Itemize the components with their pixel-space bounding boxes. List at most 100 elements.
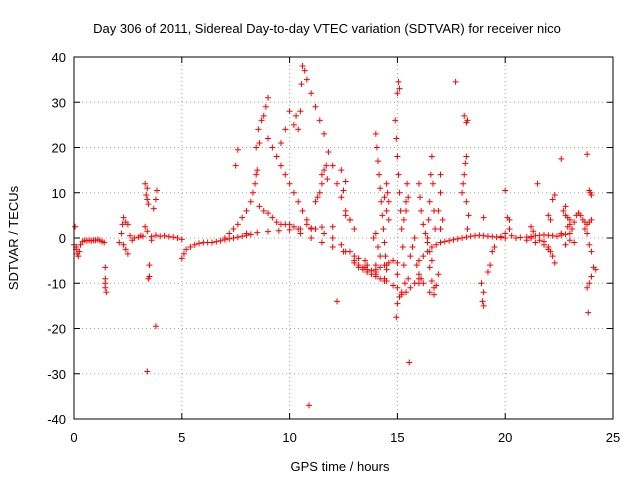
data-point bbox=[400, 262, 407, 269]
data-point bbox=[545, 212, 552, 219]
data-point bbox=[364, 268, 371, 275]
data-point bbox=[372, 130, 379, 137]
data-point bbox=[269, 144, 276, 151]
data-point bbox=[592, 266, 599, 273]
data-point bbox=[145, 201, 152, 208]
data-point bbox=[323, 162, 330, 169]
data-point bbox=[418, 275, 425, 282]
data-point bbox=[431, 291, 438, 298]
data-point bbox=[161, 232, 168, 239]
data-point bbox=[418, 207, 425, 214]
data-point bbox=[446, 237, 453, 244]
data-point bbox=[395, 78, 402, 85]
data-point bbox=[340, 187, 347, 194]
data-point bbox=[532, 239, 539, 246]
data-point bbox=[454, 235, 461, 242]
data-point bbox=[372, 230, 379, 237]
data-point bbox=[562, 203, 569, 210]
data-point bbox=[217, 237, 224, 244]
data-point bbox=[399, 244, 406, 251]
data-point bbox=[312, 198, 319, 205]
data-point bbox=[122, 246, 129, 253]
data-point bbox=[152, 232, 159, 239]
data-point bbox=[415, 271, 422, 278]
data-point bbox=[383, 262, 390, 269]
y-tick-label: 10 bbox=[52, 186, 66, 201]
data-point bbox=[437, 239, 444, 246]
data-point bbox=[541, 241, 548, 248]
data-point bbox=[383, 180, 390, 187]
data-point bbox=[102, 284, 109, 291]
data-point bbox=[178, 236, 185, 243]
data-point bbox=[351, 225, 358, 232]
data-point bbox=[420, 253, 427, 260]
data-point bbox=[131, 235, 138, 241]
data-point bbox=[586, 280, 593, 287]
data-point bbox=[403, 198, 410, 205]
data-point bbox=[262, 103, 269, 110]
data-point bbox=[370, 235, 377, 241]
data-point bbox=[338, 194, 345, 201]
data-point bbox=[306, 402, 313, 409]
data-point bbox=[395, 171, 402, 178]
x-tick-label: 25 bbox=[606, 430, 620, 445]
data-point bbox=[383, 277, 390, 284]
data-point bbox=[265, 135, 272, 142]
data-point bbox=[378, 198, 385, 205]
data-point bbox=[174, 235, 181, 241]
data-point bbox=[230, 225, 237, 232]
data-point bbox=[316, 189, 323, 196]
data-point bbox=[145, 275, 152, 282]
data-point bbox=[338, 241, 345, 248]
data-point bbox=[585, 309, 592, 316]
data-point bbox=[428, 153, 435, 160]
data-point bbox=[427, 171, 434, 178]
y-tick-label: 40 bbox=[52, 50, 66, 65]
data-point bbox=[103, 289, 110, 296]
data-point bbox=[406, 359, 413, 366]
data-point bbox=[394, 284, 401, 291]
data-point bbox=[295, 126, 302, 133]
data-point bbox=[429, 180, 436, 187]
data-point bbox=[148, 233, 155, 240]
data-point bbox=[411, 280, 418, 287]
data-point bbox=[178, 255, 185, 262]
data-point bbox=[377, 253, 384, 260]
data-point bbox=[338, 167, 345, 174]
data-point bbox=[547, 248, 554, 255]
data-point bbox=[124, 221, 131, 228]
data-point bbox=[265, 228, 272, 235]
data-point bbox=[144, 185, 151, 192]
data-points bbox=[71, 63, 599, 409]
data-point bbox=[566, 237, 573, 244]
data-point bbox=[102, 264, 109, 271]
data-point bbox=[265, 94, 272, 101]
data-point bbox=[588, 248, 595, 255]
data-point bbox=[329, 244, 336, 251]
data-point bbox=[428, 257, 435, 264]
data-point bbox=[549, 253, 556, 260]
data-point bbox=[373, 144, 380, 151]
data-point bbox=[480, 289, 487, 296]
y-tick-label: 0 bbox=[59, 231, 66, 246]
data-point bbox=[152, 323, 159, 330]
data-point bbox=[146, 262, 153, 269]
data-point bbox=[463, 153, 470, 160]
data-point bbox=[325, 149, 332, 156]
data-point bbox=[318, 171, 325, 178]
data-point bbox=[269, 214, 276, 221]
data-point bbox=[415, 180, 422, 187]
data-point bbox=[286, 226, 293, 233]
data-point bbox=[308, 90, 315, 97]
data-point bbox=[321, 167, 328, 174]
data-point bbox=[392, 117, 399, 124]
data-point bbox=[312, 103, 319, 110]
data-point bbox=[577, 212, 584, 219]
data-point bbox=[143, 192, 150, 199]
data-point bbox=[329, 223, 336, 230]
data-point bbox=[324, 176, 331, 183]
data-point bbox=[422, 230, 429, 237]
data-point bbox=[487, 262, 494, 269]
data-point bbox=[432, 225, 439, 232]
data-point bbox=[528, 235, 535, 241]
